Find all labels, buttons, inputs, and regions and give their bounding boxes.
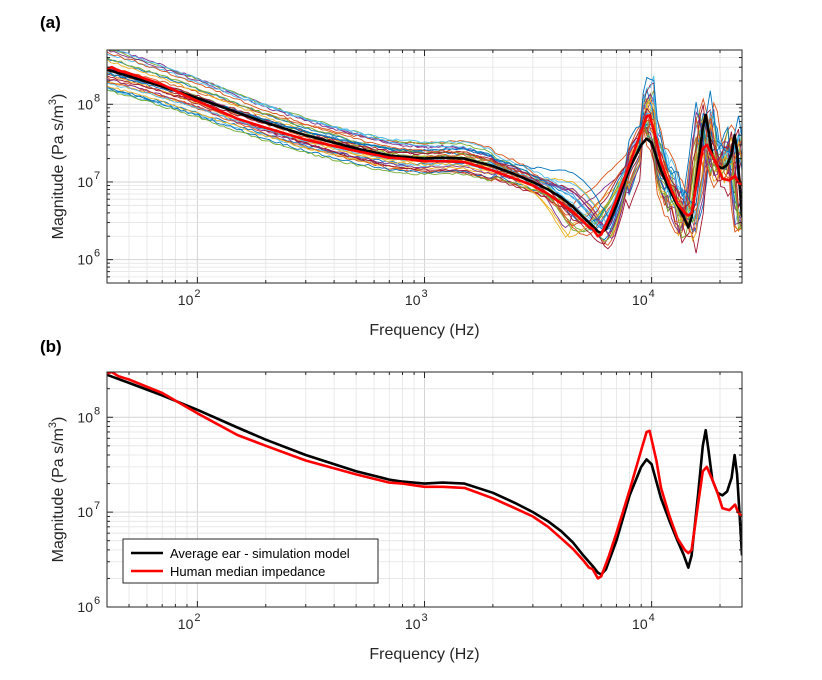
ear-curve [107, 73, 742, 245]
x-tick-label: 10 3 [405, 612, 428, 632]
x-tick-label: 10 4 [632, 612, 655, 632]
grid [107, 372, 742, 607]
y-tick-label-exp: 7 [94, 170, 100, 182]
y-tick-label: 10 8 [77, 92, 100, 112]
x-tick-label-exp: 3 [422, 612, 428, 624]
y-tick-label: 10 6 [77, 248, 100, 268]
y-tick-label-exp: 6 [94, 595, 100, 607]
x-tick-label-exp: 2 [194, 288, 200, 300]
y-axis-label: Magnitude (Pa s/m3) [47, 94, 67, 240]
y-tick-label-base: 10 [77, 96, 93, 112]
panel-label-b: (b) [40, 337, 62, 356]
y-tick-label-base: 10 [77, 599, 93, 615]
series-human-median [107, 372, 742, 580]
ear-curve [107, 78, 742, 239]
x-tick-label: 10 3 [405, 288, 428, 308]
y-axis-label-base: Magnitude (Pa s/m [50, 105, 67, 239]
x-axis-label: Frequency (Hz) [369, 322, 479, 339]
y-tick-label: 10 6 [77, 595, 100, 615]
x-tick-label: 10 4 [632, 288, 655, 308]
panel-label-a: (a) [40, 13, 61, 32]
y-tick-label-exp: 6 [94, 248, 100, 260]
legend-label: Average ear - simulation model [170, 546, 350, 561]
y-axis-label-tail: ) [50, 94, 67, 99]
y-tick-label-base: 10 [77, 174, 93, 190]
ear-curve [107, 51, 742, 235]
ear-curve [107, 87, 742, 241]
y-axis-label-tail: ) [50, 417, 67, 422]
y-tick-label-exp: 8 [94, 92, 100, 104]
y-tick-label-exp: 8 [94, 405, 100, 417]
x-tick-label-exp: 4 [649, 288, 655, 300]
y-axis-label-sup: 3 [47, 99, 59, 105]
x-tick-label: 10 2 [178, 612, 201, 632]
x-tick-label-base: 10 [632, 292, 648, 308]
ear-curve [115, 50, 742, 230]
ear-curve [107, 85, 742, 238]
series-human-median [107, 65, 742, 238]
x-tick-label-base: 10 [405, 616, 421, 632]
ear-curve [107, 66, 742, 216]
y-tick-label-base: 10 [77, 409, 93, 425]
x-tick-label-exp: 3 [422, 288, 428, 300]
legend: Average ear - simulation model Human medi… [122, 538, 379, 584]
y-tick-label-base: 10 [77, 504, 93, 520]
y-axis-label-base: Magnitude (Pa s/m [50, 428, 67, 562]
x-axis-label: Frequency (Hz) [369, 646, 479, 663]
y-axis-label-sup: 3 [47, 422, 59, 428]
x-tick-label-exp: 2 [194, 612, 200, 624]
y-tick-label-exp: 7 [94, 500, 100, 512]
series-layer [107, 372, 742, 580]
y-tick-label-base: 10 [77, 252, 93, 268]
y-tick-label: 10 7 [77, 500, 100, 520]
ear-curve [107, 75, 742, 224]
x-tick-label: 10 2 [178, 288, 201, 308]
legend-label: Human median impedance [170, 564, 325, 579]
ear-curve [107, 50, 742, 234]
x-tick-label-base: 10 [405, 292, 421, 308]
legend-box [122, 538, 379, 584]
y-tick-label: 10 7 [77, 170, 100, 190]
series-layer [107, 50, 742, 254]
y-tick-label: 10 8 [77, 405, 100, 425]
x-tick-label-exp: 4 [649, 612, 655, 624]
x-tick-label-base: 10 [178, 616, 194, 632]
y-axis-label: Magnitude (Pa s/m3) [47, 417, 67, 563]
x-tick-label-base: 10 [632, 616, 648, 632]
x-tick-label-base: 10 [178, 292, 194, 308]
